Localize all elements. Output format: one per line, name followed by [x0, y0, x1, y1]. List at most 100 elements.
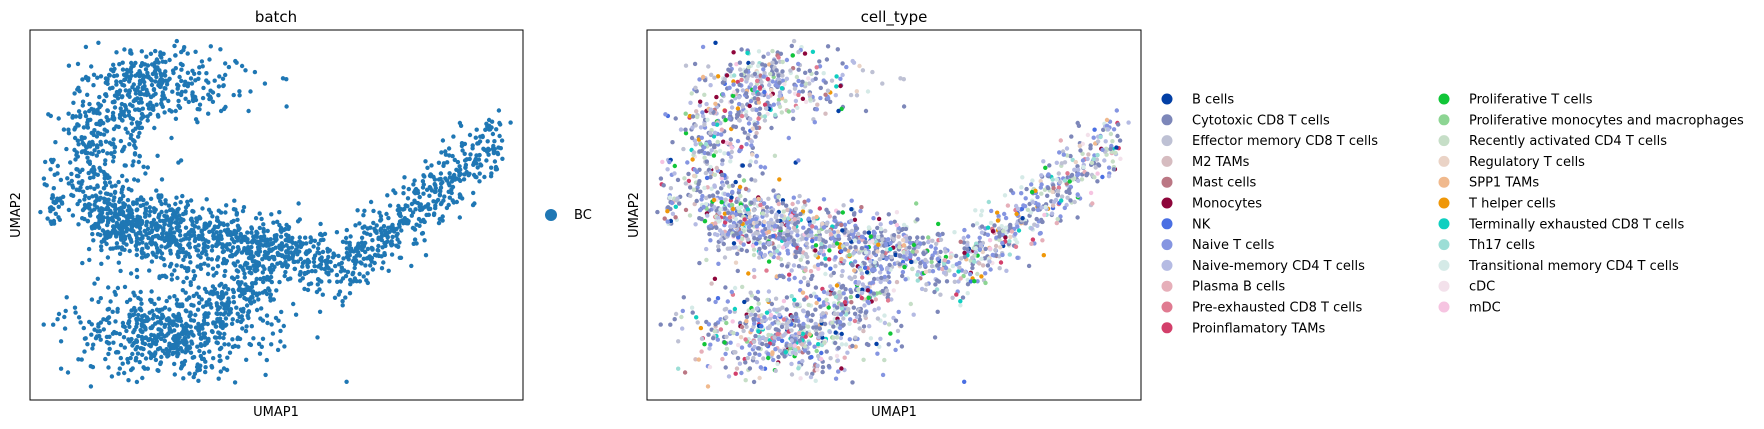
cell-type-point — [752, 197, 757, 203]
cell-type-point — [900, 273, 905, 279]
cell-type-point — [683, 207, 689, 213]
cell-type-point — [791, 38, 797, 44]
cell-type-point — [1029, 241, 1034, 246]
cell-type-point — [1089, 160, 1095, 165]
batch-point — [148, 351, 154, 357]
batch-point — [114, 89, 120, 95]
cell-type-point — [1065, 171, 1070, 176]
cell-type-point — [686, 171, 691, 177]
batch-point — [474, 127, 479, 132]
batch-point — [313, 269, 318, 274]
batch-point — [64, 295, 69, 300]
cell-type-point — [823, 111, 828, 116]
cell-type-point — [980, 263, 986, 268]
cell-type-point — [997, 266, 1002, 271]
cell-type-point — [1093, 165, 1098, 170]
batch-point — [126, 113, 132, 118]
cell-type-point — [731, 233, 736, 238]
batch-point — [251, 336, 256, 341]
batch-point — [362, 224, 367, 229]
cell-type-point — [798, 279, 803, 285]
cell-type-point — [811, 219, 817, 225]
batch-point — [133, 126, 138, 131]
batch-point — [121, 335, 127, 340]
batch-point — [241, 267, 246, 273]
batch-point — [263, 372, 268, 378]
cell-type-point — [838, 83, 843, 89]
batch-point — [379, 266, 385, 271]
batch-point — [460, 148, 465, 153]
batch-point — [238, 287, 244, 292]
cell-type-point — [921, 250, 926, 256]
cell-type-point — [857, 63, 862, 69]
batch-point — [389, 252, 395, 257]
batch-point — [140, 73, 146, 78]
batch-point — [203, 238, 208, 243]
cell-type-point — [737, 173, 742, 179]
cell-type-point — [773, 112, 778, 118]
batch-point — [118, 355, 124, 361]
cell-type-point — [737, 361, 743, 366]
cell-type-point — [697, 103, 703, 108]
batch-point — [300, 241, 305, 246]
batch-point — [156, 296, 161, 301]
batch-point — [229, 236, 235, 242]
batch-point — [156, 215, 161, 220]
cell-type-point — [896, 234, 901, 239]
batch-point — [487, 127, 493, 132]
cell-type-point — [807, 92, 812, 97]
cell-type-point — [741, 242, 746, 247]
batch-point — [71, 100, 76, 106]
cell-type-point — [901, 243, 907, 248]
batch-point — [220, 325, 225, 331]
cell-type-point — [1001, 228, 1006, 234]
batch-point — [112, 289, 117, 295]
cell-type-point — [1031, 207, 1036, 212]
batch-point — [108, 192, 114, 197]
cell-type-point — [736, 117, 742, 123]
cell-type-point — [760, 211, 766, 216]
batch-point — [128, 237, 133, 242]
batch-point — [325, 258, 330, 263]
batch-point — [103, 158, 108, 163]
batch-point — [197, 331, 202, 337]
cell-type-point — [961, 235, 966, 241]
cell-type-point — [776, 236, 782, 241]
batch-point — [122, 324, 128, 330]
cell-type-point — [762, 89, 767, 95]
cell-type-point — [733, 260, 739, 265]
cell-type-point — [725, 232, 731, 237]
batch-point — [486, 117, 492, 123]
batch-point — [112, 195, 117, 200]
cell-type-point — [1108, 131, 1114, 137]
cell-type-point — [851, 250, 856, 256]
batch-point — [216, 84, 222, 89]
batch-point — [353, 223, 358, 228]
batch-point — [58, 366, 64, 371]
cell-type-point — [728, 62, 733, 67]
batch-point — [177, 213, 182, 218]
cell-type-point — [777, 104, 783, 110]
cell-type-point — [979, 224, 985, 229]
batch-point — [53, 211, 58, 216]
batch-point — [169, 272, 175, 277]
batch-point — [73, 125, 78, 130]
batch-point — [118, 268, 123, 274]
batch-point — [91, 238, 96, 243]
batch-point — [178, 233, 183, 238]
cell-type-point — [1015, 255, 1020, 260]
batch-point — [186, 251, 191, 257]
cell-type-point — [719, 237, 724, 242]
cell-type-point — [796, 238, 801, 243]
cell-type-point — [809, 233, 814, 238]
batch-point — [99, 247, 104, 253]
batch-point — [305, 287, 311, 293]
cell-type-point — [1085, 171, 1090, 176]
cell-type-point — [886, 342, 891, 347]
cell-type-point — [900, 269, 906, 275]
batch-point — [376, 253, 381, 258]
batch-point — [129, 64, 134, 70]
cell-type-point — [777, 273, 782, 279]
batch-point — [420, 179, 426, 184]
cell-type-point — [806, 76, 811, 81]
